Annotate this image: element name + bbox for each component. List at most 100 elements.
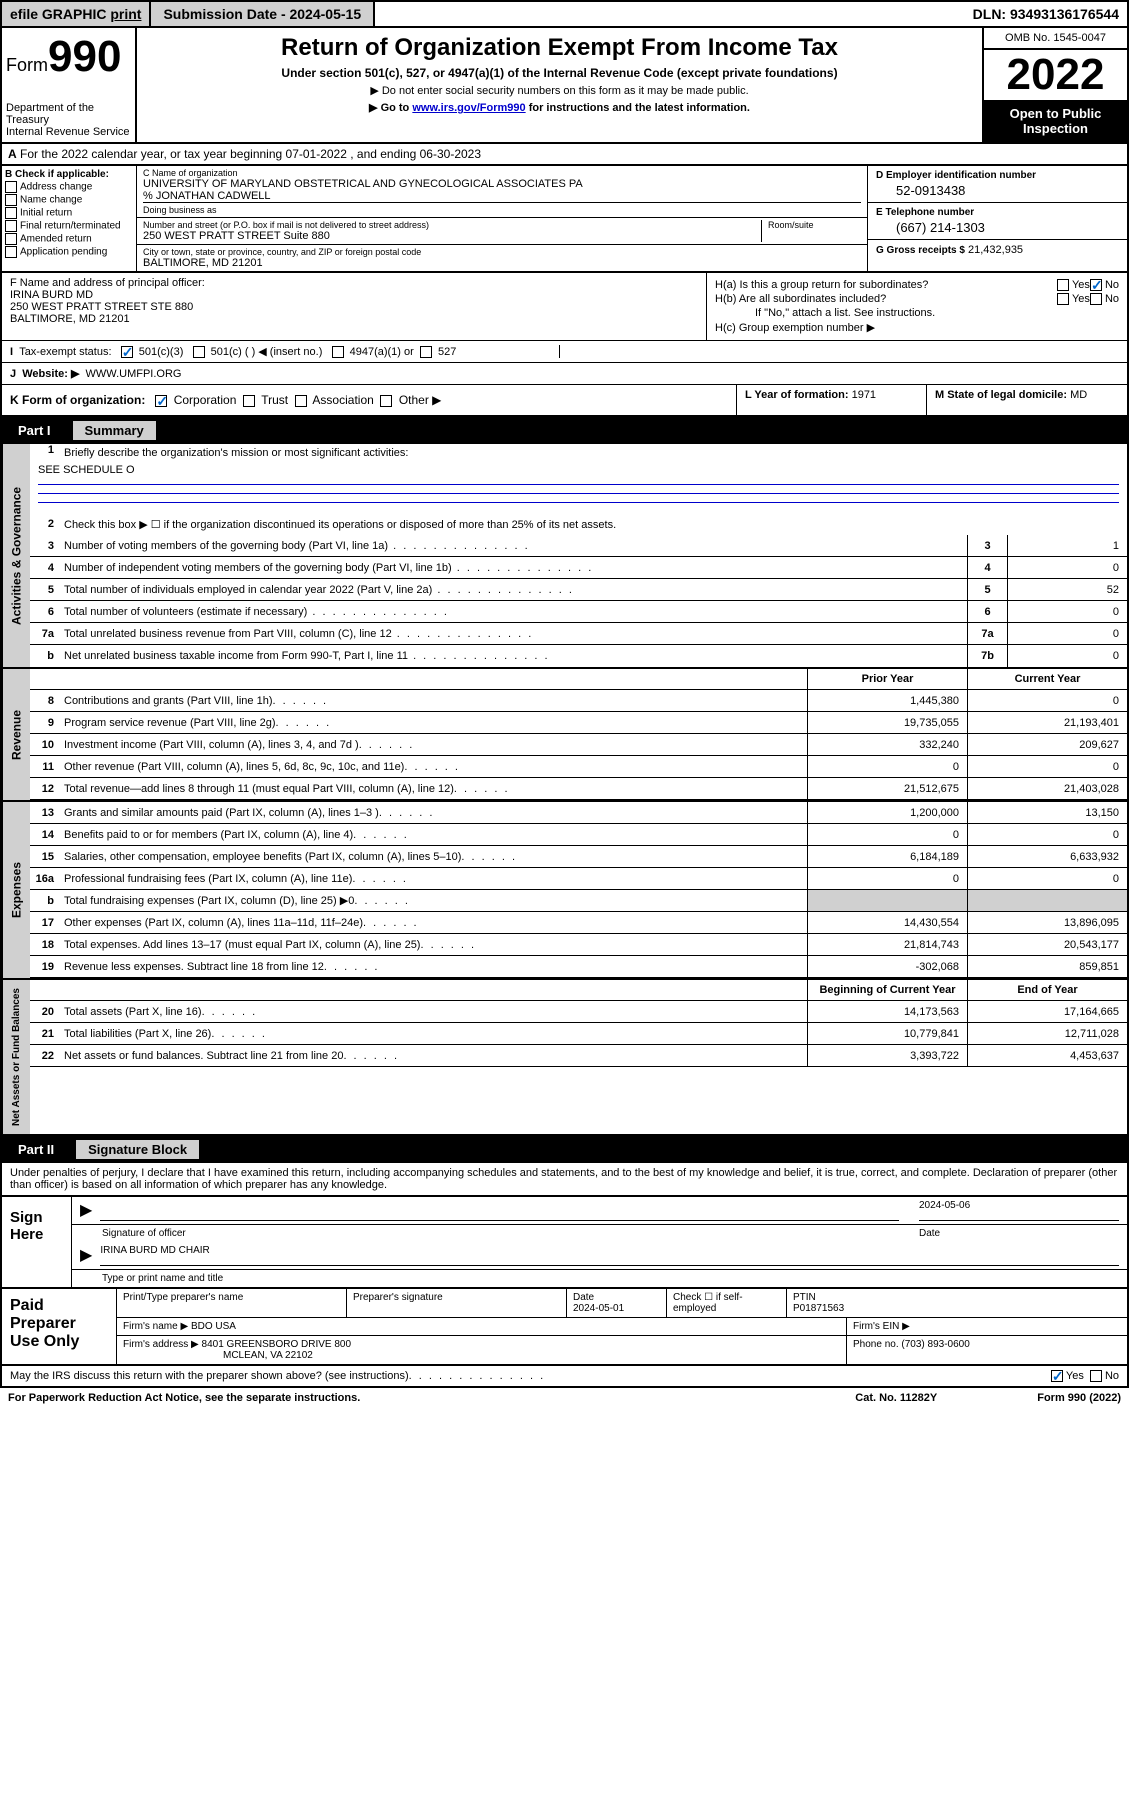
row-J: J Website: ▶ WWW.UMFPI.ORG	[0, 363, 1129, 385]
fin-row: 11 Other revenue (Part VIII, column (A),…	[30, 756, 1127, 778]
tax-year: 2022	[984, 50, 1127, 100]
irs-label: Internal Revenue Service	[6, 126, 131, 138]
prior-val: 21,814,743	[807, 934, 967, 955]
row-K: K Form of organization: Corporation Trus…	[0, 385, 1129, 417]
gov-val: 0	[1007, 601, 1127, 622]
prior-val	[807, 890, 967, 911]
preparer-block: Paid Preparer Use Only Print/Type prepar…	[0, 1289, 1129, 1366]
state-domicile: MD	[1070, 389, 1087, 401]
prior-val: 14,173,563	[807, 1001, 967, 1022]
check-corp[interactable]	[155, 395, 167, 407]
check-initial[interactable]	[5, 207, 17, 219]
fin-row: 15 Salaries, other compensation, employe…	[30, 846, 1127, 868]
gov-val: 0	[1007, 623, 1127, 644]
prior-val: 3,393,722	[807, 1045, 967, 1066]
submission-date: Submission Date - 2024-05-15	[151, 2, 375, 26]
goto-link: ▶ Go to www.irs.gov/Form990 for instruct…	[143, 101, 976, 114]
side-rev: Revenue	[2, 669, 30, 800]
current-val: 0	[967, 824, 1127, 845]
omb-number: OMB No. 1545-0047	[984, 28, 1127, 50]
ha-no[interactable]	[1090, 279, 1102, 291]
telephone: (667) 214-1303	[876, 220, 1119, 235]
col-H: H(a) Is this a group return for subordin…	[707, 273, 1127, 340]
check-501c3[interactable]	[121, 346, 133, 358]
fin-row: 20 Total assets (Part X, line 16) 14,173…	[30, 1001, 1127, 1023]
org-name: UNIVERSITY OF MARYLAND OBSTETRICAL AND G…	[143, 178, 861, 190]
check-name[interactable]	[5, 194, 17, 206]
current-val: 0	[967, 868, 1127, 889]
year-formation: 1971	[852, 389, 876, 401]
hb-yes[interactable]	[1057, 293, 1069, 305]
rev-section: Revenue Prior Year Current Year 8 Contri…	[0, 669, 1129, 802]
efile-label: efile GRAPHIC	[10, 6, 106, 22]
prep-date: 2024-05-01	[573, 1303, 624, 1314]
check-501c[interactable]	[193, 346, 205, 358]
current-val: 13,150	[967, 802, 1127, 823]
officer-street: 250 WEST PRATT STREET STE 880	[10, 301, 698, 313]
hb-no[interactable]	[1090, 293, 1102, 305]
side-exp: Expenses	[2, 802, 30, 978]
prior-val: 10,779,841	[807, 1023, 967, 1044]
fin-row: 16a Professional fundraising fees (Part …	[30, 868, 1127, 890]
print-link[interactable]: print	[110, 6, 141, 22]
current-val: 12,711,028	[967, 1023, 1127, 1044]
check-trust[interactable]	[243, 395, 255, 407]
firm-name: BDO USA	[191, 1321, 236, 1332]
form-header: Form990 Department of the Treasury Inter…	[0, 28, 1129, 144]
current-val: 0	[967, 756, 1127, 777]
prior-val: 6,184,189	[807, 846, 967, 867]
website: WWW.UMFPI.ORG	[86, 368, 182, 380]
dln: DLN: 93493136176544	[965, 2, 1127, 26]
prior-val: 0	[807, 824, 967, 845]
fin-row: 8 Contributions and grants (Part VIII, l…	[30, 690, 1127, 712]
net-section: Net Assets or Fund Balances Beginning of…	[0, 980, 1129, 1136]
irs-link[interactable]: www.irs.gov/Form990	[412, 102, 525, 114]
discuss-yes[interactable]	[1051, 1370, 1063, 1382]
current-val: 21,193,401	[967, 712, 1127, 733]
care-of: % JONATHAN CADWELL	[143, 190, 861, 202]
check-pending[interactable]	[5, 246, 17, 258]
side-gov: Activities & Governance	[2, 444, 30, 667]
sign-block: Sign Here ▶ 2024-05-06 Signature of offi…	[0, 1197, 1129, 1289]
arrow-icon: ▶	[80, 1200, 92, 1221]
col-B: B Check if applicable: Address change Na…	[2, 166, 137, 271]
officer-name-title: IRINA BURD MD CHAIR	[100, 1245, 1119, 1266]
current-val: 4,453,637	[967, 1045, 1127, 1066]
check-address[interactable]	[5, 181, 17, 193]
fin-row: 14 Benefits paid to or for members (Part…	[30, 824, 1127, 846]
fin-row: 18 Total expenses. Add lines 13–17 (must…	[30, 934, 1127, 956]
part-ii-header: Part II Signature Block	[0, 1136, 1129, 1163]
street: 250 WEST PRATT STREET Suite 880	[143, 230, 761, 242]
check-4947[interactable]	[332, 346, 344, 358]
check-final[interactable]	[5, 220, 17, 232]
header-right: OMB No. 1545-0047 2022 Open to Public In…	[982, 28, 1127, 142]
current-val	[967, 890, 1127, 911]
ha-yes[interactable]	[1057, 279, 1069, 291]
current-val: 13,896,095	[967, 912, 1127, 933]
fin-row: 21 Total liabilities (Part X, line 26) 1…	[30, 1023, 1127, 1045]
check-amended[interactable]	[5, 233, 17, 245]
discuss-row: May the IRS discuss this return with the…	[0, 1366, 1129, 1388]
check-527[interactable]	[420, 346, 432, 358]
prior-val: 1,445,380	[807, 690, 967, 711]
fin-row: 12 Total revenue—add lines 8 through 11 …	[30, 778, 1127, 800]
firm-addr: 8401 GREENSBORO DRIVE 800	[202, 1339, 352, 1350]
gov-row: b Net unrelated business taxable income …	[30, 645, 1127, 667]
discuss-no[interactable]	[1090, 1370, 1102, 1382]
prior-val: 21,512,675	[807, 778, 967, 799]
row-I: I Tax-exempt status: 501(c)(3) 501(c) ( …	[0, 341, 1129, 363]
prior-val: -302,068	[807, 956, 967, 977]
gov-row: 5 Total number of individuals employed i…	[30, 579, 1127, 601]
form-subtitle: Under section 501(c), 527, or 4947(a)(1)…	[143, 66, 976, 80]
current-val: 6,633,932	[967, 846, 1127, 867]
prior-val: 14,430,554	[807, 912, 967, 933]
header-left: Form990 Department of the Treasury Inter…	[2, 28, 137, 142]
gov-section: Activities & Governance 1 Briefly descri…	[0, 444, 1129, 669]
col-F: F Name and address of principal officer:…	[2, 273, 707, 340]
check-other[interactable]	[380, 395, 392, 407]
fin-row: b Total fundraising expenses (Part IX, c…	[30, 890, 1127, 912]
city: BALTIMORE, MD 21201	[143, 257, 861, 269]
check-assoc[interactable]	[295, 395, 307, 407]
prior-val: 332,240	[807, 734, 967, 755]
ein: 52-0913438	[876, 183, 1119, 198]
